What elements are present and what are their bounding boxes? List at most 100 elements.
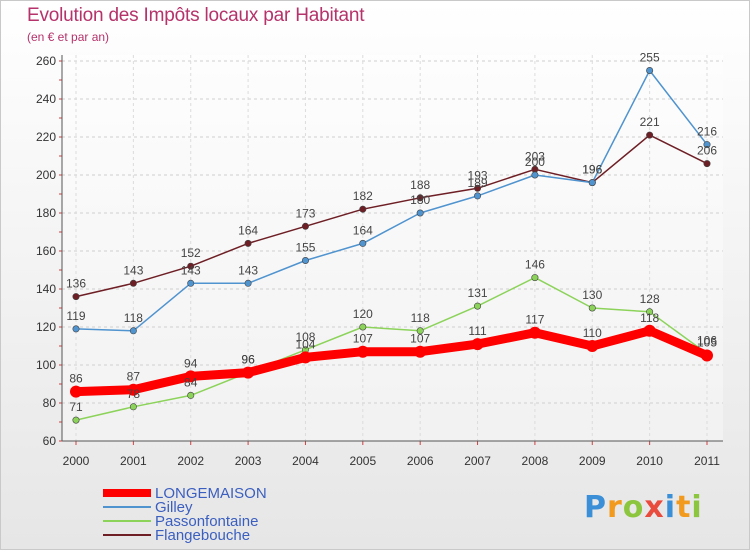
data-label: 136 bbox=[66, 277, 86, 291]
data-point bbox=[586, 340, 599, 352]
data-point bbox=[72, 416, 80, 424]
data-label: 173 bbox=[295, 206, 315, 220]
data-label: 200 bbox=[525, 155, 545, 169]
data-label: 118 bbox=[640, 311, 659, 325]
data-point bbox=[301, 256, 309, 264]
data-point bbox=[646, 131, 654, 139]
data-point bbox=[70, 385, 82, 398]
data-label: 143 bbox=[181, 263, 201, 277]
data-label: 120 bbox=[353, 307, 373, 321]
data-label: 221 bbox=[640, 115, 660, 129]
y-tick-label: 160 bbox=[36, 244, 56, 258]
x-tick-label: 2003 bbox=[235, 454, 262, 468]
data-label: 105 bbox=[697, 336, 717, 350]
x-tick-label: 2004 bbox=[292, 454, 319, 468]
data-point bbox=[129, 403, 137, 411]
data-label: 78 bbox=[127, 387, 141, 401]
series-line-flangebouche bbox=[75, 134, 708, 298]
data-point bbox=[187, 279, 195, 287]
data-point bbox=[474, 302, 482, 310]
data-label: 87 bbox=[127, 370, 141, 384]
data-point bbox=[356, 345, 369, 358]
y-tick-label: 200 bbox=[36, 168, 56, 182]
data-point bbox=[646, 308, 654, 316]
data-point bbox=[359, 205, 367, 213]
data-label: 189 bbox=[468, 176, 488, 190]
data-label: 117 bbox=[525, 313, 544, 327]
series-line-passonfontaine bbox=[75, 276, 708, 421]
y-tick-label: 140 bbox=[36, 282, 56, 296]
data-label: 196 bbox=[582, 163, 602, 177]
data-label: 118 bbox=[124, 311, 143, 325]
data-label: 131 bbox=[468, 286, 488, 300]
data-point bbox=[588, 179, 596, 187]
data-label: 203 bbox=[525, 149, 545, 163]
data-point bbox=[471, 338, 484, 351]
data-label: 71 bbox=[69, 400, 83, 414]
data-label: 196 bbox=[582, 163, 602, 177]
data-point bbox=[701, 349, 713, 362]
data-label: 206 bbox=[697, 144, 717, 158]
data-point bbox=[127, 383, 140, 396]
x-tick-label: 2010 bbox=[636, 454, 663, 468]
y-tick-label: 260 bbox=[36, 54, 56, 68]
data-label: 146 bbox=[525, 258, 545, 272]
data-point bbox=[528, 326, 541, 339]
legend-label: Gilley bbox=[155, 499, 193, 516]
data-label: 96 bbox=[241, 353, 255, 367]
data-point bbox=[187, 262, 195, 270]
data-point bbox=[359, 323, 367, 331]
data-label: 152 bbox=[181, 246, 201, 260]
data-label: 155 bbox=[295, 241, 315, 255]
data-point bbox=[301, 222, 309, 230]
series-line-longemaison bbox=[71, 326, 712, 397]
y-tick-label: 100 bbox=[36, 358, 56, 372]
data-point bbox=[703, 160, 711, 168]
data-point bbox=[187, 391, 195, 399]
data-label: 118 bbox=[411, 311, 430, 325]
data-label: 94 bbox=[184, 356, 198, 370]
y-tick-label: 180 bbox=[36, 206, 56, 220]
data-point bbox=[474, 192, 482, 200]
data-point bbox=[643, 324, 656, 337]
data-label: 182 bbox=[353, 189, 373, 203]
data-label: 164 bbox=[353, 223, 373, 237]
data-label: 104 bbox=[295, 337, 315, 351]
x-tick-label: 2005 bbox=[349, 454, 376, 468]
y-tick-label: 220 bbox=[36, 130, 56, 144]
x-tick-label: 2009 bbox=[579, 454, 606, 468]
data-point bbox=[129, 327, 137, 335]
legend-label: Passonfontaine bbox=[155, 513, 258, 530]
data-point bbox=[244, 279, 252, 287]
data-point bbox=[531, 274, 539, 282]
data-point bbox=[588, 304, 596, 312]
chart-subtitle: (en € et par an) bbox=[27, 30, 110, 44]
chart-title: Evolution des Impôts locaux par Habitant bbox=[27, 5, 365, 26]
legend-label: LONGEMAISON bbox=[155, 485, 267, 502]
data-label: 108 bbox=[295, 330, 315, 344]
proxiti-logo: Proxiti bbox=[584, 490, 703, 525]
data-point bbox=[416, 327, 424, 335]
data-label: 119 bbox=[66, 309, 85, 323]
data-label: 216 bbox=[697, 125, 717, 139]
data-point bbox=[244, 239, 252, 247]
data-label: 130 bbox=[582, 288, 602, 302]
data-point bbox=[416, 209, 424, 217]
x-tick-label: 2001 bbox=[120, 454, 147, 468]
data-label: 188 bbox=[410, 178, 430, 192]
y-tick-label: 80 bbox=[43, 396, 57, 410]
data-point bbox=[184, 370, 197, 383]
x-tick-label: 2002 bbox=[177, 454, 204, 468]
data-label: 106 bbox=[697, 334, 717, 348]
data-label: 180 bbox=[410, 193, 430, 207]
x-tick-label: 2011 bbox=[694, 454, 720, 468]
data-label: 107 bbox=[353, 332, 373, 346]
y-tick-label: 120 bbox=[36, 320, 56, 334]
data-point bbox=[416, 194, 424, 202]
data-point bbox=[72, 325, 80, 333]
data-label: 143 bbox=[238, 263, 258, 277]
data-label: 128 bbox=[640, 292, 660, 306]
data-label: 107 bbox=[410, 332, 430, 346]
data-label: 110 bbox=[583, 326, 602, 340]
